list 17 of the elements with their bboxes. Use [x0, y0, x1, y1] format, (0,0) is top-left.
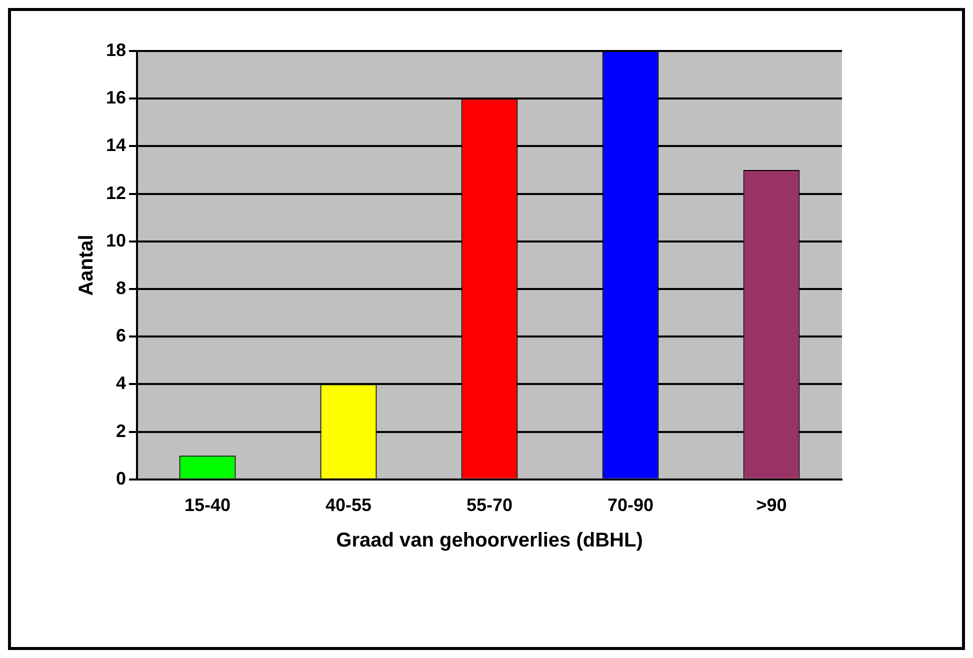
y-tick-label: 6 [116, 326, 126, 346]
y-tick-label: 8 [116, 278, 126, 298]
x-tick-label: 15-40 [184, 495, 231, 516]
y-tick-label: 2 [116, 420, 126, 441]
y-tick-label: 14 [106, 135, 126, 156]
y-tick-label: 10 [106, 230, 126, 250]
x-tick-label: 40-55 [325, 495, 372, 516]
y-tick-label: 4 [116, 373, 126, 394]
x-axis-title: Graad van gehoorverlies (dBHL) [336, 530, 643, 552]
y-tick-label: 18 [106, 40, 126, 60]
x-tick-label: 70-90 [607, 495, 654, 516]
y-tick-label: 12 [106, 182, 126, 203]
x-tick-label: >90 [756, 495, 787, 516]
y-tick-label: 16 [106, 88, 126, 108]
y-tick-label: 0 [116, 468, 126, 488]
y-axis-title: Aantal [76, 234, 98, 296]
x-tick-label: 55-70 [466, 495, 513, 516]
